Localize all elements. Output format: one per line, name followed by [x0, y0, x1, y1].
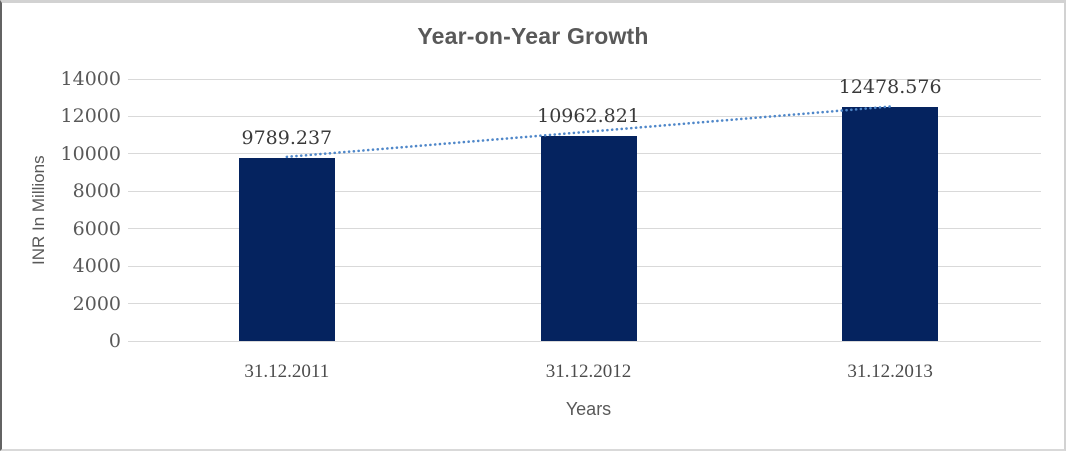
bar-value-label: 9789.237: [241, 126, 333, 149]
y-axis-tick-mark: [128, 340, 136, 342]
y-axis-tick-mark: [128, 78, 136, 80]
trendline-path: [285, 105, 892, 159]
gridline: [136, 340, 1041, 342]
y-axis-tick-label: 0: [108, 330, 121, 352]
bar: [842, 107, 939, 341]
x-axis-tick-label: 31.12.2011: [244, 361, 330, 382]
y-axis-tick-mark: [128, 115, 136, 117]
chart-title: Year-on-Year Growth: [417, 23, 649, 49]
y-axis-tick-label: 4000: [72, 255, 121, 278]
gridline: [136, 115, 1041, 117]
y-axis-tick-label: 10000: [60, 142, 121, 165]
y-axis-tick-label: 6000: [72, 217, 121, 240]
y-axis-tick-label: 8000: [72, 180, 121, 203]
y-axis-tick-label: 14000: [60, 68, 121, 90]
x-axis-tick-label: 31.12.2013: [847, 361, 933, 382]
gridline: [136, 78, 1041, 80]
bar: [238, 157, 335, 341]
y-axis-tick-label: 12000: [60, 105, 121, 128]
y-axis-tick-label: 2000: [72, 292, 121, 315]
y-axis-tick-mark: [128, 265, 136, 267]
trendline: [285, 105, 892, 159]
y-axis-tick-mark: [128, 303, 136, 305]
x-axis-tick-label: 31.12.2012: [545, 361, 632, 382]
bar-value-label: 12478.576: [838, 76, 942, 99]
y-axis-tick-mark: [128, 228, 136, 230]
y-axis-tick-mark: [128, 153, 136, 155]
x-axis-title: Years: [565, 399, 612, 419]
y-axis-tick-mark: [128, 190, 136, 192]
plot-area: 0 2000 4000 6000 8000 10000 12000 14000 9789.237…: [61, 68, 1041, 382]
bar-value-label: 10962.821: [537, 104, 640, 127]
bar: [540, 135, 637, 341]
